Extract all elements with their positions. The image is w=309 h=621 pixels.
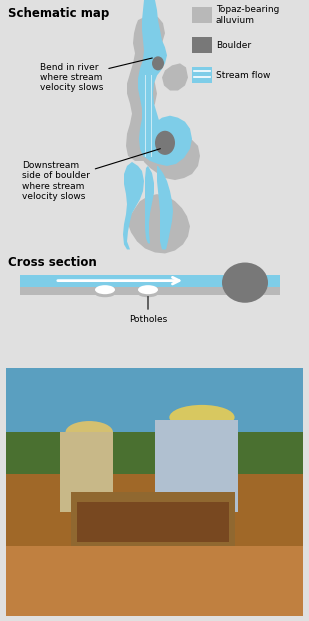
Text: Downstream
side of boulder
where stream
velocity slows: Downstream side of boulder where stream … (22, 148, 160, 201)
Bar (192, 68, 212, 83)
Text: Cross section: Cross section (8, 256, 97, 270)
Polygon shape (145, 166, 154, 243)
Polygon shape (157, 166, 173, 250)
Polygon shape (162, 63, 188, 91)
Bar (6, 474, 303, 554)
Ellipse shape (155, 131, 175, 155)
Polygon shape (20, 274, 280, 287)
Bar (77, 502, 229, 542)
Bar (6, 368, 303, 479)
Bar (192, 7, 212, 23)
Polygon shape (143, 116, 192, 166)
Text: Stream flow: Stream flow (216, 71, 270, 80)
Text: Boulder: Boulder (216, 41, 251, 50)
Ellipse shape (95, 290, 115, 297)
Ellipse shape (95, 285, 115, 294)
Polygon shape (142, 134, 200, 180)
Ellipse shape (169, 405, 235, 430)
Text: Topaz-bearing
alluvium: Topaz-bearing alluvium (216, 6, 279, 25)
Text: Potholes: Potholes (129, 296, 167, 324)
Bar (154, 420, 238, 512)
Bar (6, 432, 303, 487)
Text: Bend in river
where stream
velocity slows: Bend in river where stream velocity slow… (40, 58, 152, 93)
Text: Schematic map: Schematic map (8, 7, 109, 20)
Bar (6, 546, 303, 616)
Bar (192, 37, 212, 53)
Polygon shape (123, 162, 144, 250)
Ellipse shape (66, 421, 113, 443)
Polygon shape (138, 0, 167, 158)
Bar (71, 492, 235, 546)
Ellipse shape (138, 290, 158, 297)
Polygon shape (20, 284, 280, 295)
Ellipse shape (138, 285, 158, 294)
Ellipse shape (152, 57, 164, 70)
Polygon shape (128, 194, 190, 253)
Bar (6, 566, 303, 616)
Ellipse shape (222, 263, 268, 303)
Polygon shape (126, 15, 165, 161)
Bar (60, 432, 113, 512)
